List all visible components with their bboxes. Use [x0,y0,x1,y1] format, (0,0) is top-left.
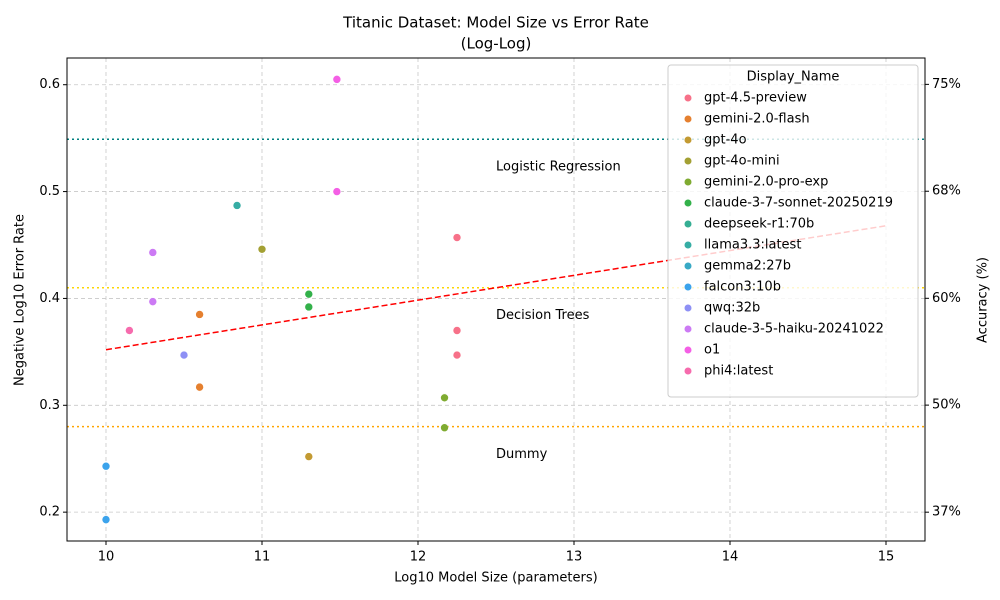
legend-marker [684,346,692,354]
point [101,515,111,524]
legend-marker [684,325,692,333]
legend-marker [684,283,692,291]
x-tick-label: 14 [722,550,739,565]
legend-label: gpt-4o-mini [704,154,780,169]
legend-label: llama3.3:latest [704,238,801,253]
y-axis-label: Negative Log10 Error Rate [13,214,28,386]
y-tick-label: 0.6 [39,77,60,92]
x-tick-label: 11 [254,550,271,565]
point [148,297,158,306]
reference-label: Decision Trees [496,308,590,323]
point [101,461,111,471]
point [452,233,462,242]
y-tick-label: 0.5 [39,184,60,199]
point [440,423,449,433]
point [304,302,314,312]
x-axis-label: Log10 Model Size (parameters) [394,571,597,586]
y2-tick-label: 37% [932,505,961,520]
point [232,201,242,210]
point [148,248,158,257]
point [195,382,204,392]
y-tick-label: 0.4 [39,291,60,306]
legend-label: qwq:32b [704,301,760,316]
legend-marker [684,178,692,186]
legend-marker [684,304,692,312]
y2-tick-label: 50% [932,398,961,413]
y2-tick-label: 60% [932,291,961,306]
point [452,326,462,335]
legend-label: gemini-2.0-flash [704,112,810,127]
legend-label: claude-3-7-sonnet-20250219 [704,196,893,211]
point [195,310,204,319]
legend-label: claude-3-5-haiku-20241022 [704,322,884,337]
legend-label: o1 [704,343,720,358]
legend: Display_Name gpt-4.5-preview gemini-2.0-fl… [667,64,919,398]
legend-title: Display_Name [747,70,840,85]
x-tick-label: 10 [98,550,115,565]
point [304,452,314,461]
legend-marker [684,199,692,207]
legend-marker [684,367,692,375]
chart-title: Titanic Dataset: Model Size vs Error Rat… [342,14,649,32]
point [332,75,342,84]
point [304,289,314,299]
legend-marker [684,241,692,249]
legend-box [667,64,919,398]
legend-marker [684,94,692,102]
plot-frame [66,57,926,542]
point [452,350,462,360]
legend-marker [684,136,692,144]
reference-label: Dummy [496,447,548,462]
x-tick-label: 13 [566,550,583,565]
legend-marker [684,262,692,270]
chart-subtitle: (Log-Log) [461,35,532,53]
legend-label: gpt-4o [704,133,747,148]
y2-axis-label: Accuracy (%) [976,257,991,343]
legend-label: phi4:latest [704,364,773,379]
point [125,326,134,335]
point [257,244,267,254]
legend-marker [684,115,692,123]
x-tick-label: 12 [410,550,427,565]
y2-tick-label: 68% [932,184,961,199]
legend-label: gpt-4.5-preview [704,91,807,106]
point [332,187,342,196]
reference-label: Logistic Regression [496,160,621,175]
y-tick-label: 0.3 [39,398,60,413]
legend-label: falcon3:10b [704,280,781,295]
x-tick-label: 15 [878,550,895,565]
y-tick-label: 0.2 [39,505,60,520]
point [179,350,189,360]
y2-tick-label: 75% [932,77,961,92]
point [440,393,449,403]
legend-marker [684,157,692,165]
legend-marker [684,220,692,228]
legend-label: deepseek-r1:70b [704,217,814,232]
legend-label: gemma2:27b [704,259,791,274]
legend-label: gemini-2.0-pro-exp [704,175,828,190]
